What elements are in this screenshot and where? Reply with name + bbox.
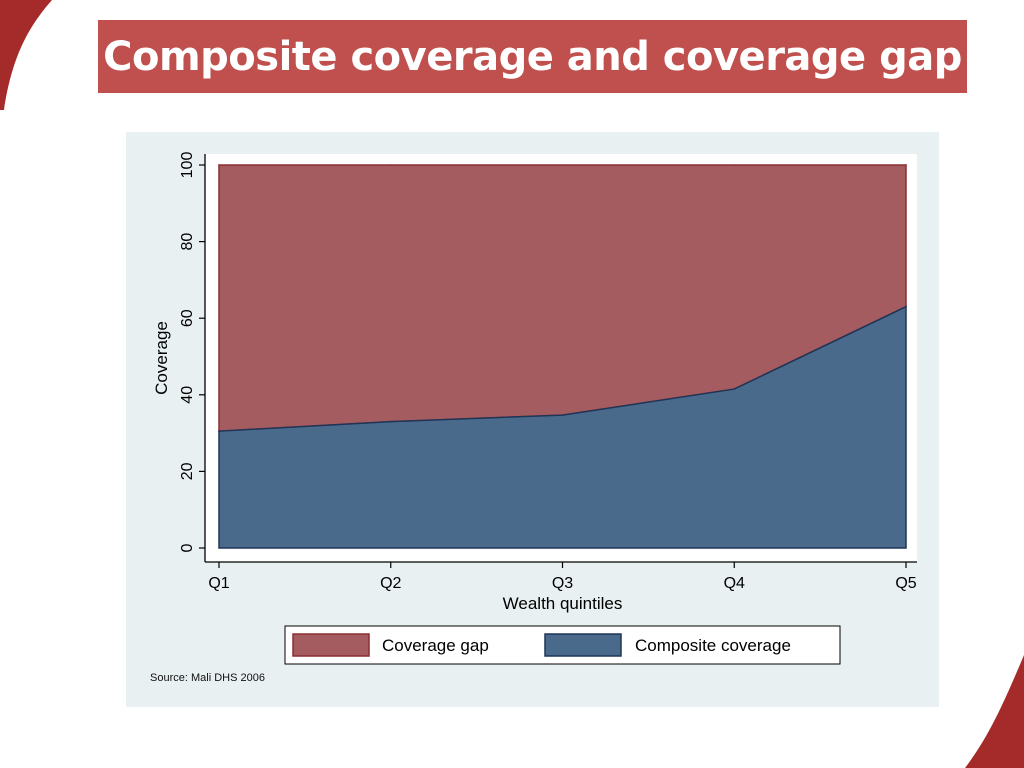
title-banner: Composite coverage and coverage gap (98, 20, 967, 93)
slide-title: Composite coverage and coverage gap (103, 33, 962, 80)
legend-label-coverage-gap: Coverage gap (382, 636, 489, 655)
x-axis-title: Wealth quintiles (503, 594, 623, 613)
y-tick-label-100: 100 (179, 152, 196, 179)
point-coverage-gap-Q2 (389, 164, 392, 166)
y-tick-label-60: 60 (179, 309, 196, 327)
point-composite-coverage-Q5 (905, 305, 907, 308)
chart-source-note: Source: Mali DHS 2006 (150, 672, 265, 684)
point-coverage-gap-Q5 (905, 164, 907, 166)
point-composite-coverage-Q3 (561, 414, 564, 416)
x-tick-label-Q4: Q4 (724, 575, 745, 592)
point-composite-coverage-Q4 (733, 388, 736, 390)
point-coverage-gap-Q3 (561, 164, 564, 166)
corner-swoosh-top-left (0, 0, 52, 110)
x-tick-label-Q3: Q3 (552, 575, 573, 592)
y-tick-label-80: 80 (179, 233, 196, 251)
legend-swatch-coverage-gap (292, 633, 370, 657)
y-tick-label-0: 0 (179, 543, 196, 552)
area-chart: 0 20 40 60 80 100 Q1 Q2 Q3 Q4 Q5 Coverage Wealth qui… (152, 152, 917, 665)
y-tick-label-20: 20 (179, 462, 196, 480)
area-composite-coverage (218, 305, 907, 549)
x-tick-label-Q1: Q1 (208, 575, 229, 592)
chart-panel: 0 20 40 60 80 100 Q1 Q2 Q3 Q4 Q5 Coverage Wealth qui… (126, 132, 939, 707)
point-composite-coverage-Q2 (389, 420, 392, 423)
y-tick-label-40: 40 (179, 386, 196, 404)
point-composite-coverage-Q1 (218, 430, 220, 432)
x-tick-label-Q5: Q5 (895, 575, 916, 592)
point-coverage-gap-Q1 (218, 164, 220, 166)
legend-label-composite-coverage: Composite coverage (635, 636, 791, 655)
y-axis-title: Coverage (152, 321, 171, 395)
x-tick-label-Q2: Q2 (380, 575, 401, 592)
point-coverage-gap-Q4 (733, 164, 736, 166)
legend-swatch-composite-coverage (544, 633, 622, 657)
